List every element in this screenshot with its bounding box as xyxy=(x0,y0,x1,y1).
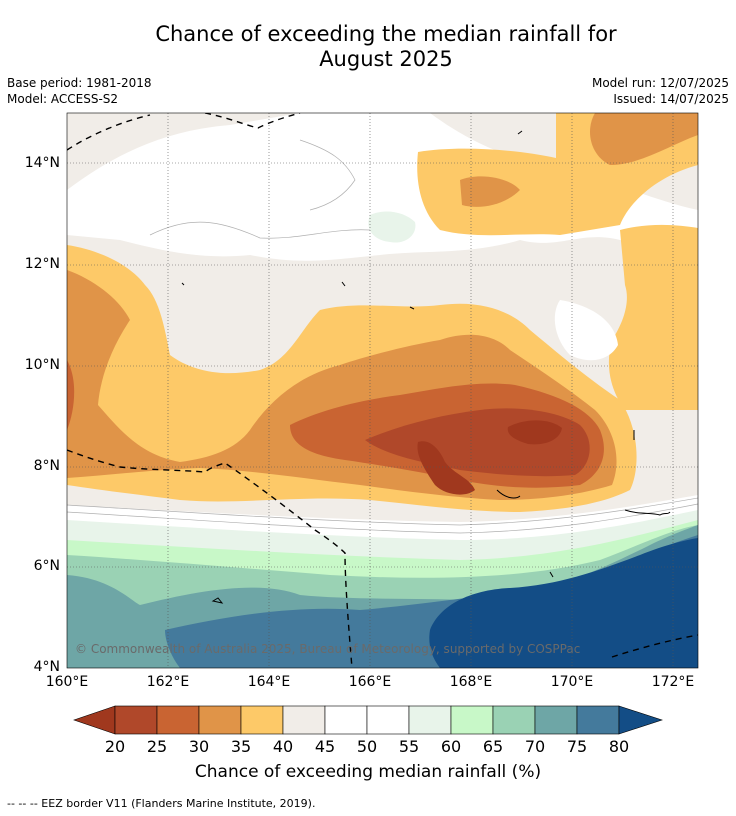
chart-title: Chance of exceeding the median rainfall … xyxy=(0,22,736,72)
region-25-30-west xyxy=(67,360,75,430)
colorbar-tick-label: 65 xyxy=(482,737,504,756)
colorbar-tick-label: 40 xyxy=(272,737,294,756)
colorbar-swatch xyxy=(156,705,200,735)
contour-line xyxy=(67,497,698,526)
island-marker xyxy=(181,282,185,286)
contour-lines xyxy=(67,139,698,534)
colorbar-tick-label: 45 xyxy=(314,737,336,756)
colorbar-swatch xyxy=(240,705,284,735)
issued-text: Issued: 14/07/2025 xyxy=(613,92,729,106)
model-run-text: Model run: 12/07/2025 xyxy=(591,76,729,90)
lon-label: 166°E xyxy=(348,674,392,690)
colorbar-tick-label: 70 xyxy=(524,737,546,756)
lat-label: 12°N xyxy=(24,256,60,272)
lon-label: 162°E xyxy=(146,674,190,690)
colorbar-swatch xyxy=(408,705,452,735)
title-line-1: Chance of exceeding the median rainfall … xyxy=(155,22,617,46)
island-marker xyxy=(624,509,671,516)
lat-label: 10°N xyxy=(24,357,60,373)
island-marker xyxy=(549,571,554,578)
region-above-85 xyxy=(429,538,698,668)
island-marker xyxy=(341,281,346,287)
colorbar-swatch xyxy=(324,705,368,735)
region-below-20-b xyxy=(507,420,562,445)
colorbar-tick-label: 50 xyxy=(356,737,378,756)
eez-footnote: -- -- -- EEZ border V11 (Flanders Marine… xyxy=(7,797,316,810)
base-period-text: Base period: 1981-2018 xyxy=(7,76,152,90)
region-45-55-east xyxy=(554,300,618,361)
meta-left: Base period: 1981-2018 Model: ACCESS-S2 xyxy=(7,75,152,107)
lon-label: 172°E xyxy=(651,674,695,690)
model-text: Model: ACCESS-S2 xyxy=(7,92,119,106)
eez-border-south xyxy=(611,634,698,658)
colorbar-tick-label: 30 xyxy=(188,737,210,756)
island-marker xyxy=(496,489,521,499)
contour-line xyxy=(149,221,371,239)
islands xyxy=(181,130,671,604)
colorbar-swatch xyxy=(198,705,242,735)
lat-label: 4°N xyxy=(33,659,60,675)
colorbar-swatch xyxy=(282,705,326,735)
map-frame xyxy=(66,112,699,669)
lon-label: 164°E xyxy=(247,674,291,690)
grid-lines xyxy=(67,113,698,668)
colorbar-tick-label: 80 xyxy=(608,737,630,756)
island-marker xyxy=(409,306,415,310)
colorbar-tick-label: 55 xyxy=(398,737,420,756)
map-fill-layers xyxy=(67,113,698,668)
lon-label: 170°E xyxy=(550,674,594,690)
colorbar-tick-label: 35 xyxy=(230,737,252,756)
lon-label: 168°E xyxy=(449,674,493,690)
eez-borders xyxy=(67,113,698,668)
region-30-35-ne xyxy=(590,113,698,165)
colorbar-swatches xyxy=(73,705,663,735)
contour-line xyxy=(299,139,356,211)
colorbar-swatch xyxy=(450,705,494,735)
eez-border-west xyxy=(67,449,353,668)
colorbar-arrow-low xyxy=(73,705,116,735)
island-marker xyxy=(517,130,523,135)
region-35-40-east xyxy=(608,224,698,410)
island-marker xyxy=(211,597,224,604)
contour-line xyxy=(67,503,698,534)
lat-label: 6°N xyxy=(33,558,60,574)
colorbar-tick-label: 20 xyxy=(104,737,126,756)
colorbar-tick-label: 25 xyxy=(146,737,168,756)
meta-right: Model run: 12/07/2025 Issued: 14/07/2025 xyxy=(592,75,729,107)
title-line-2: August 2025 xyxy=(319,47,453,71)
colorbar-swatch xyxy=(366,705,410,735)
colorbar-swatch xyxy=(534,705,578,735)
forecast-map xyxy=(66,112,699,669)
colorbar-tick-label: 60 xyxy=(440,737,462,756)
colorbar-label: Chance of exceeding median rainfall (%) xyxy=(194,762,542,782)
lat-label: 8°N xyxy=(33,458,60,474)
colorbar-arrow-high xyxy=(618,705,663,735)
colorbar-swatch xyxy=(576,705,620,735)
region-below-20-a xyxy=(417,441,475,495)
colorbar-swatch xyxy=(492,705,536,735)
lat-label: 14°N xyxy=(24,155,60,171)
region-55-60-patch xyxy=(368,211,416,243)
lon-label: 160°E xyxy=(45,674,89,690)
eez-border-north xyxy=(67,113,301,151)
region-30-35-patch xyxy=(460,176,520,207)
colorbar-swatch xyxy=(114,705,158,735)
copyright-text: © Commonwealth of Australia 2025, Bureau… xyxy=(75,642,581,656)
colorbar-tick-label: 75 xyxy=(566,737,588,756)
